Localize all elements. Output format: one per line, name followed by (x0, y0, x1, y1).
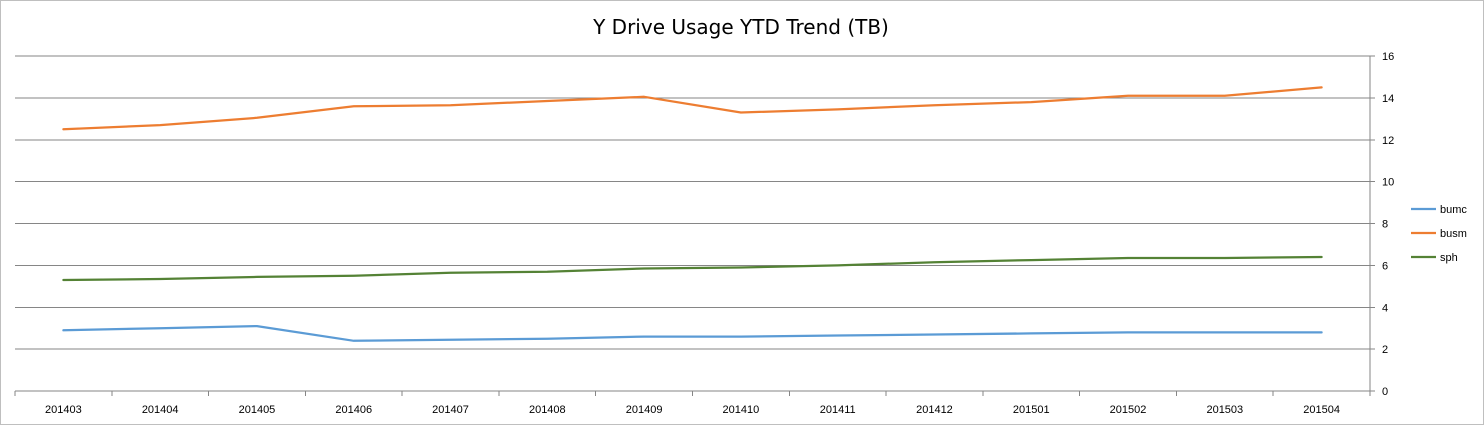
chart-title: Y Drive Usage YTD Trend (TB) (592, 15, 889, 39)
series-line-sph (62, 255, 1323, 282)
x-tick-label: 201403 (45, 404, 82, 416)
x-tick-label: 201407 (432, 404, 469, 416)
y-tick-label: 2 (1382, 344, 1388, 356)
legend-label-bumc: bumc (1440, 204, 1467, 216)
x-tick-label: 201408 (529, 404, 566, 416)
y-tick-label: 6 (1382, 260, 1388, 272)
x-tick-label: 201405 (239, 404, 276, 416)
y-tick-label: 8 (1382, 219, 1388, 231)
x-tick-label: 201404 (142, 404, 179, 416)
series-line-bumc (62, 324, 1323, 342)
series-lines (62, 86, 1323, 342)
x-tick-label: 201412 (916, 404, 953, 416)
x-axis: 201403 201404 201405 201406 201407 201408 2014… (14, 391, 1371, 416)
x-tick-label: 201406 (335, 404, 372, 416)
x-tick-label: 201409 (626, 404, 663, 416)
x-tick-label: 201410 (723, 404, 760, 416)
x-tick-label: 201503 (1206, 404, 1243, 416)
y-tick-label: 10 (1382, 177, 1394, 189)
x-tick-label: 201502 (1110, 404, 1147, 416)
legend-label-sph: sph (1440, 252, 1458, 264)
y-axis: 0 2 4 6 8 10 12 14 16 (1369, 51, 1394, 398)
x-tick-label: 201501 (1013, 404, 1050, 416)
y-tick-label: 0 (1382, 386, 1388, 398)
y-tick-label: 14 (1382, 93, 1394, 105)
legend: bumc busm sph (1411, 204, 1467, 264)
legend-label-busm: busm (1440, 228, 1467, 240)
series-line-busm (62, 86, 1323, 131)
y-tick-label: 16 (1382, 51, 1394, 63)
gridlines (15, 55, 1370, 392)
x-tick-label: 201504 (1303, 404, 1340, 416)
y-tick-label: 12 (1382, 135, 1394, 147)
x-tick-label: 201411 (820, 404, 856, 416)
y-tick-label: 4 (1382, 302, 1388, 314)
